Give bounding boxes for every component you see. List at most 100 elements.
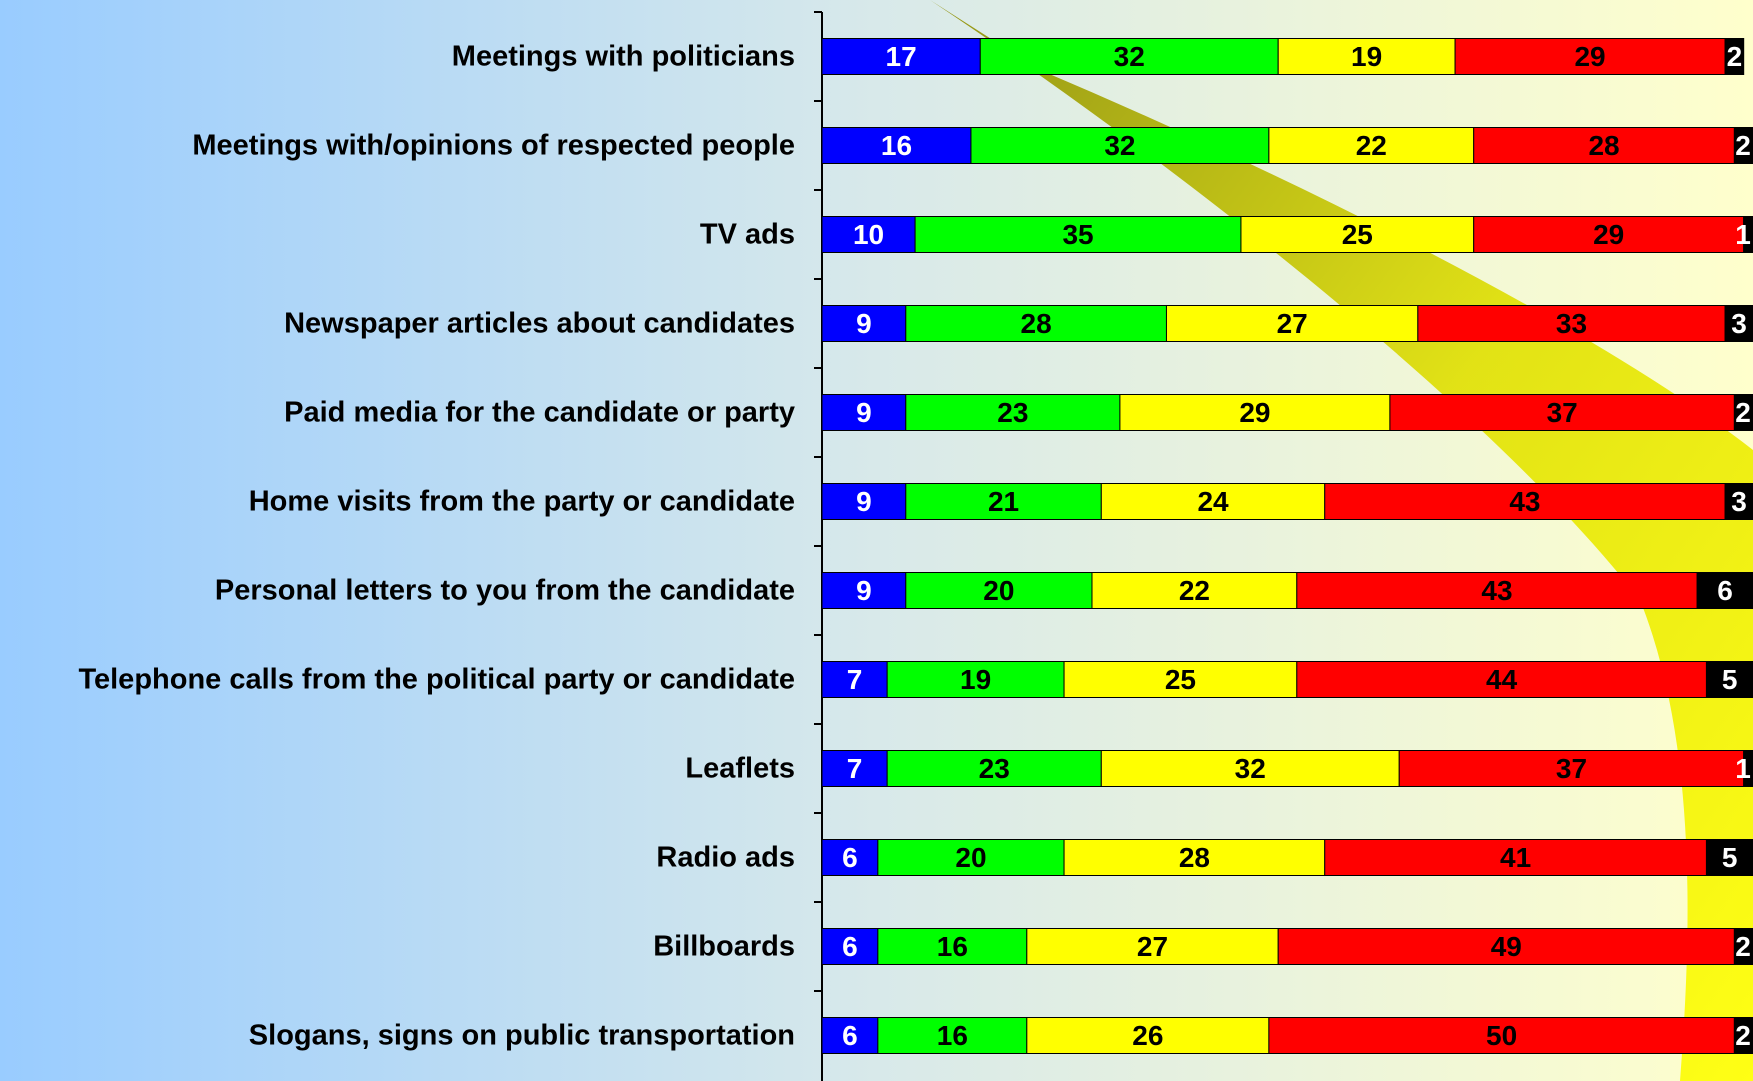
value-label: 9 [856,486,872,517]
bar-segment [1705,839,1753,876]
value-label: 19 [960,664,991,695]
bar-segment [821,1017,879,1054]
value-label: 3 [1731,486,1747,517]
value-label: 2 [1727,41,1743,72]
value-label: 6 [842,842,858,873]
value-label: 9 [856,308,872,339]
value-label: 16 [937,1020,968,1051]
category-label: Billboards [653,931,795,963]
bar-segment [821,38,981,75]
value-label: 10 [853,219,884,250]
bar-segment [979,38,1279,75]
bar-segment [877,928,1028,965]
value-label: 17 [886,41,917,72]
value-label: 5 [1722,664,1738,695]
value-label: 20 [955,842,986,873]
value-label: 41 [1500,842,1531,873]
category-label: Home visits from the party or candidate [249,486,795,518]
bar-segment [1733,928,1753,965]
value-label: 1 [1735,219,1751,250]
value-label: 23 [997,397,1028,428]
bar-segment [821,394,907,431]
bar-segment [1100,750,1400,787]
bar-segment [1165,305,1419,342]
bar-segment [821,928,879,965]
value-label: 37 [1547,397,1578,428]
value-label: 43 [1509,486,1540,517]
bar-segment [1724,483,1753,520]
value-label: 23 [979,753,1010,784]
category-label: Radio ads [656,842,795,874]
value-label: 9 [856,397,872,428]
value-label: 32 [1235,753,1266,784]
category-label: Slogans, signs on public transportation [249,1020,795,1052]
value-label: 22 [1179,575,1210,606]
value-label: 25 [1165,664,1196,695]
bar-segment [821,750,888,787]
value-label: 2 [1735,931,1751,962]
value-label: 50 [1486,1020,1517,1051]
bar-segment [1696,572,1753,609]
bar-segment [905,572,1093,609]
value-label: 33 [1556,308,1587,339]
category-label: Paid media for the candidate or party [284,397,795,429]
value-label: 20 [983,575,1014,606]
category-label: Meetings with politicians [452,41,795,73]
value-label: 27 [1277,308,1308,339]
value-label: 16 [881,130,912,161]
bar-segment [1324,839,1707,876]
value-label: 29 [1574,41,1605,72]
value-label: 6 [1717,575,1733,606]
value-label: 21 [988,486,1019,517]
value-label: 28 [1179,842,1210,873]
bar-segment [821,483,907,520]
bar-segment [1724,305,1753,342]
category-label: Leaflets [685,753,795,785]
bar-segment [1268,1017,1735,1054]
value-label: 27 [1137,931,1168,962]
value-label: 49 [1491,931,1522,962]
bar-segment [1026,928,1279,965]
category-label: Personal letters to you from the candida… [215,575,795,607]
value-label: 22 [1356,130,1387,161]
value-label: 2 [1735,1020,1751,1051]
bar-segment [1733,127,1753,164]
bar-segment [1705,661,1753,698]
bar-segment [1389,394,1735,431]
bar-segment [905,305,1167,342]
bar-segment [1473,127,1735,164]
bar-segment [1296,572,1698,609]
value-label: 29 [1593,219,1624,250]
bar-segment [1724,38,1745,75]
value-label: 6 [842,1020,858,1051]
value-label: 37 [1556,753,1587,784]
value-label: 24 [1197,486,1229,517]
bar-segment [877,839,1065,876]
bar-segment [970,127,1270,164]
value-label: 16 [937,931,968,962]
category-label: Newspaper articles about candidates [284,308,795,340]
value-label: 7 [847,753,863,784]
bar-segment [1240,216,1475,253]
value-label: 35 [1062,219,1093,250]
category-label: Telephone calls from the political party… [78,664,795,696]
value-label: 2 [1735,130,1751,161]
value-label: 5 [1722,842,1738,873]
category-label: TV ads [700,219,795,251]
bar-segment [1398,750,1745,787]
value-label: 3 [1731,308,1747,339]
value-label: 32 [1114,41,1145,72]
bar-segment [1026,1017,1270,1054]
value-label: 25 [1342,219,1373,250]
bar-segment [1063,661,1298,698]
value-label: 2 [1735,397,1751,428]
value-label: 6 [842,931,858,962]
value-label: 9 [856,575,872,606]
value-label: 7 [847,664,863,695]
value-label: 26 [1132,1020,1163,1051]
bar-segment [1063,839,1326,876]
value-label: 28 [1021,308,1052,339]
